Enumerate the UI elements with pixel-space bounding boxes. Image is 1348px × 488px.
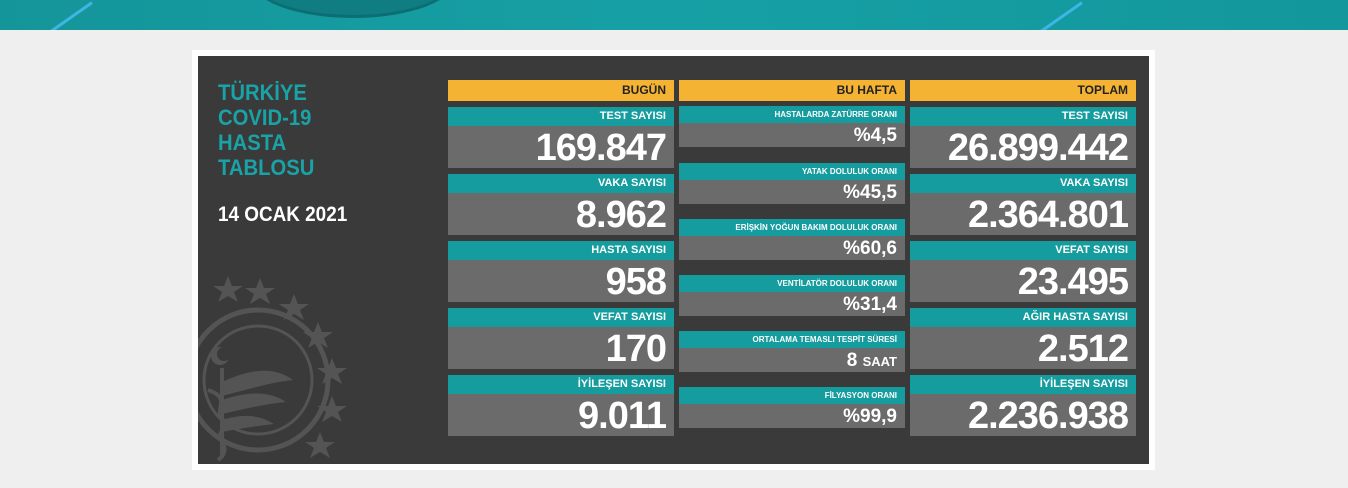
card-label: ORTALAMA TEMASLI TESPİT SÜRESİ xyxy=(679,331,905,348)
card-label: VAKA SAYISI xyxy=(448,174,674,193)
total-severe-card: AĞIR HASTA SAYISI 2.512 xyxy=(910,308,1136,370)
card-value: 9.011 xyxy=(448,394,674,437)
card-label: ERİŞKİN YOĞUN BAKIM DOLULUK ORANI xyxy=(679,219,905,236)
total-recovered-card: İYİLEŞEN SAYISI 2.236.938 xyxy=(910,375,1136,437)
card-value: 2.512 xyxy=(910,327,1136,370)
ministry-of-health-emblem-icon xyxy=(198,270,368,464)
card-label: İYİLEŞEN SAYISI xyxy=(910,375,1136,394)
card-label: VEFAT SAYISI xyxy=(448,308,674,327)
report-date: 14 OCAK 2021 xyxy=(218,203,348,226)
today-case-card: VAKA SAYISI 8.962 xyxy=(448,174,674,236)
card-value: %31,4 xyxy=(679,292,905,316)
week-header: BU HAFTA xyxy=(679,80,905,101)
today-test-card: TEST SAYISI 169.847 xyxy=(448,107,674,169)
card-label: HASTA SAYISI xyxy=(448,241,674,260)
title-line: HASTA xyxy=(218,130,287,155)
card-label: VAKA SAYISI xyxy=(910,174,1136,193)
total-test-card: TEST SAYISI 26.899.442 xyxy=(910,107,1136,169)
today-header: BUGÜN xyxy=(448,80,674,101)
today-recovered-card: İYİLEŞEN SAYISI 9.011 xyxy=(448,375,674,437)
banner-arc-decoration xyxy=(250,0,456,18)
title-line: TABLOSU xyxy=(218,155,315,180)
today-column: BUGÜN TEST SAYISI 169.847 VAKA SAYISI 8.… xyxy=(448,80,674,437)
card-label: TEST SAYISI xyxy=(448,107,674,126)
card-value: 8 SAAT xyxy=(679,348,905,372)
banner-streak-decoration xyxy=(50,1,93,30)
card-value: 2.364.801 xyxy=(910,193,1136,236)
week-icu-occupancy-card: ERİŞKİN YOĞUN BAKIM DOLULUK ORANI %60,6 xyxy=(679,219,905,260)
card-value: 8.962 xyxy=(448,193,674,236)
week-contact-time-card: ORTALAMA TEMASLI TESPİT SÜRESİ 8 SAAT xyxy=(679,331,905,372)
card-value: 169.847 xyxy=(448,126,674,169)
title-line: TÜRKİYE xyxy=(218,80,307,105)
total-header: TOPLAM xyxy=(910,80,1136,101)
card-value: %45,5 xyxy=(679,180,905,204)
card-label: VENTİLATÖR DOLULUK ORANI xyxy=(679,275,905,292)
card-label: FİLYASYON ORANI xyxy=(679,387,905,404)
card-value: %4,5 xyxy=(679,123,905,147)
card-label: YATAK DOLULUK ORANI xyxy=(679,163,905,180)
week-pneumonia-card: HASTALARDA ZATÜRRE ORANI %4,5 xyxy=(679,106,905,147)
today-patient-card: HASTA SAYISI 958 xyxy=(448,241,674,303)
total-case-card: VAKA SAYISI 2.364.801 xyxy=(910,174,1136,236)
card-value: %99,9 xyxy=(679,404,905,428)
card-label: TEST SAYISI xyxy=(910,107,1136,126)
card-label: VEFAT SAYISI xyxy=(910,241,1136,260)
title-line: COVID-19 xyxy=(218,105,312,130)
week-bed-occupancy-card: YATAK DOLULUK ORANI %45,5 xyxy=(679,163,905,204)
page-title: TÜRKİYE COVID-19 HASTA TABLOSU xyxy=(218,80,411,180)
card-value: 23.495 xyxy=(910,260,1136,303)
card-unit: SAAT xyxy=(862,354,897,369)
total-column: TOPLAM TEST SAYISI 26.899.442 VAKA SAYIS… xyxy=(910,80,1136,437)
card-label: İYİLEŞEN SAYISI xyxy=(448,375,674,394)
card-value: 170 xyxy=(448,327,674,370)
week-filiation-card: FİLYASYON ORANI %99,9 xyxy=(679,387,905,428)
card-value: 26.899.442 xyxy=(910,126,1136,169)
card-value: 958 xyxy=(448,260,674,303)
week-column: BU HAFTA HASTALARDA ZATÜRRE ORANI %4,5 Y… xyxy=(679,80,905,428)
card-value: %60,6 xyxy=(679,236,905,260)
week-ventilator-card: VENTİLATÖR DOLULUK ORANI %31,4 xyxy=(679,275,905,316)
total-death-card: VEFAT SAYISI 23.495 xyxy=(910,241,1136,303)
card-value: 2.236.938 xyxy=(910,394,1136,437)
banner-streak-decoration xyxy=(1040,1,1083,30)
top-banner xyxy=(0,0,1348,30)
card-label: HASTALARDA ZATÜRRE ORANI xyxy=(679,106,905,123)
today-death-card: VEFAT SAYISI 170 xyxy=(448,308,674,370)
card-label: AĞIR HASTA SAYISI xyxy=(910,308,1136,327)
